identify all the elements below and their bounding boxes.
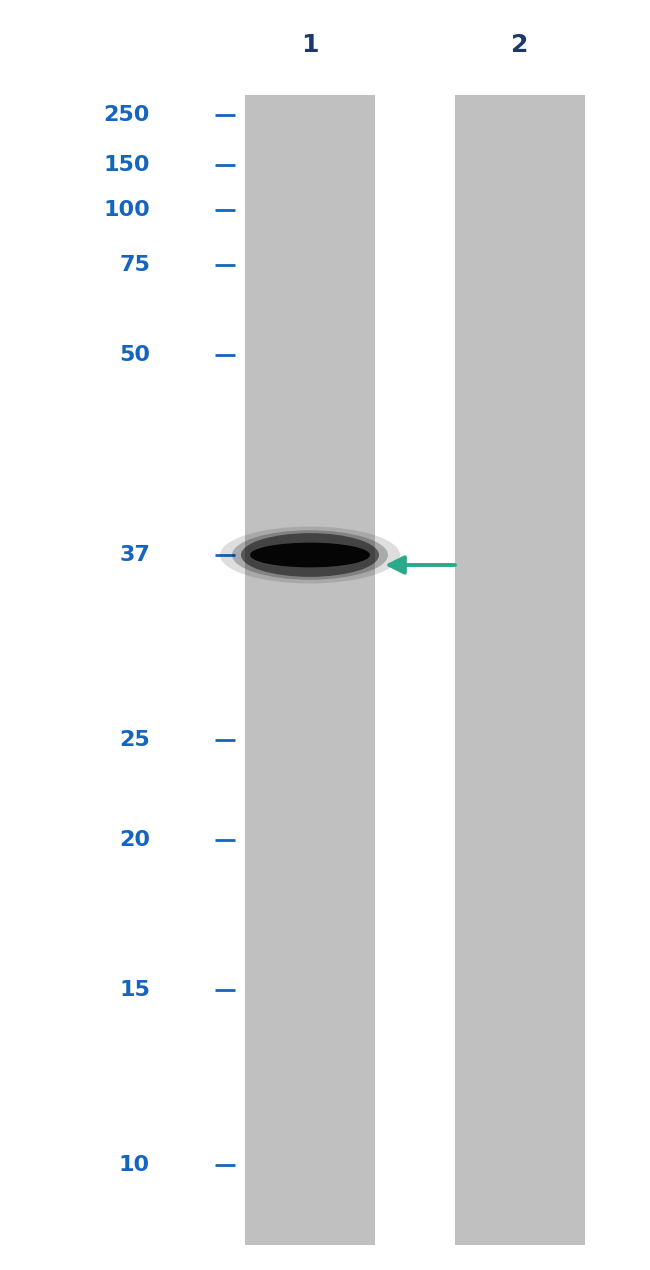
Text: 20: 20: [119, 831, 150, 850]
Ellipse shape: [220, 527, 400, 583]
Text: 25: 25: [119, 730, 150, 751]
Text: 1: 1: [301, 33, 318, 57]
Text: 150: 150: [103, 155, 150, 175]
Text: 250: 250: [103, 105, 150, 124]
Text: 2: 2: [512, 33, 528, 57]
Ellipse shape: [232, 531, 388, 579]
Ellipse shape: [250, 542, 370, 568]
Text: 100: 100: [103, 199, 150, 220]
Bar: [245, 95, 375, 1245]
Text: 10: 10: [119, 1154, 150, 1175]
Bar: [455, 95, 585, 1245]
Text: 37: 37: [119, 545, 150, 565]
Text: 75: 75: [119, 255, 150, 276]
Text: 50: 50: [119, 345, 150, 364]
Text: 15: 15: [119, 980, 150, 999]
Ellipse shape: [241, 533, 379, 577]
